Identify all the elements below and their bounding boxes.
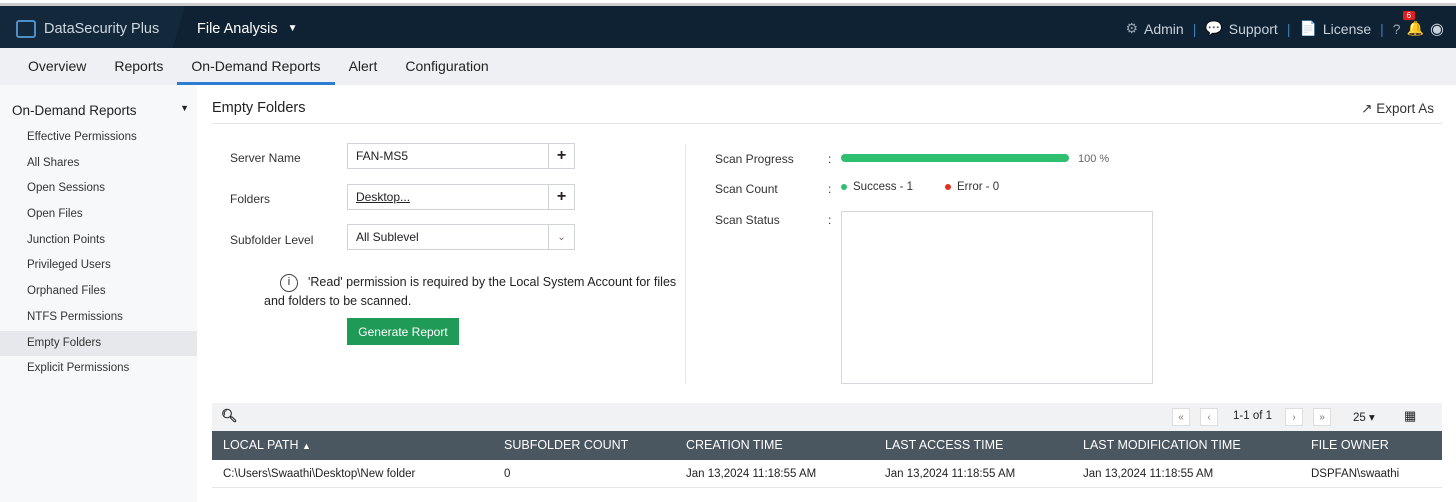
colon: :	[828, 182, 832, 196]
server-name-field[interactable]: FAN-MS5 +	[347, 143, 575, 169]
scan-count-label: Scan Count	[715, 182, 778, 196]
first-page-button[interactable]: «	[1172, 408, 1190, 426]
sidebar-item-effective-permissions[interactable]: Effective Permissions	[27, 131, 137, 143]
sidebar: On-Demand Reports ▼ Effective Permissions…	[0, 85, 197, 502]
sidebar-item-empty-folders[interactable]: Empty Folders	[0, 330, 197, 357]
add-server-plus-icon[interactable]: +	[548, 144, 574, 168]
col-last-modification-time[interactable]: LAST MODIFICATION TIME	[1083, 438, 1241, 452]
sidebar-item-open-files[interactable]: Open Files	[27, 208, 83, 221]
help-icon[interactable]: ?	[1392, 20, 1401, 37]
export-label: Export As	[1376, 101, 1434, 116]
generate-report-button[interactable]: Generate Report	[347, 318, 459, 345]
admin-link[interactable]: Admin	[1144, 20, 1184, 37]
subfolder-level-label: Subfolder Level	[230, 233, 314, 247]
col-file-owner[interactable]: FILE OWNER	[1311, 438, 1389, 452]
success-dot-icon	[841, 184, 847, 190]
top-bar: DataSecurity Plus File Analysis ▼ ⚙ Admin |…	[0, 3, 1456, 51]
tab-configuration[interactable]: Configuration	[405, 58, 489, 74]
cell-subfolder-count: 0	[504, 468, 511, 480]
add-folder-plus-icon[interactable]: +	[548, 185, 574, 209]
server-name-label: Server Name	[230, 151, 301, 165]
scan-progress-label: Scan Progress	[715, 152, 794, 166]
subfolder-level-select[interactable]: All Sublevel ⌄	[347, 224, 575, 250]
server-name-value: FAN-MS5	[356, 149, 409, 163]
page-title: Empty Folders	[212, 100, 306, 116]
col-creation-time[interactable]: CREATION TIME	[686, 438, 783, 452]
pagination-text: 1-1 of 1	[1233, 410, 1272, 422]
permission-note: i 'Read' permission is required by the Lo…	[264, 273, 684, 310]
module-selector[interactable]: File Analysis ▼	[197, 6, 298, 51]
notification-bell-icon[interactable]: 🔔 6	[1402, 11, 1424, 37]
sidebar-item-orphaned-files[interactable]: Orphaned Files	[27, 285, 106, 298]
scan-status-label: Scan Status	[715, 213, 780, 227]
support-link[interactable]: Support	[1228, 20, 1278, 37]
page-size-select[interactable]: 25 ▾	[1353, 412, 1375, 424]
cell-creation-time: Jan 13,2024 11:18:55 AM	[686, 468, 817, 480]
caret-down-icon: ▼	[287, 23, 298, 34]
admin-gear-icon: ⚙	[1125, 20, 1138, 36]
scan-error-count: Error - 0	[945, 181, 999, 193]
table-toolbar: 🔍︎ « ‹ 1-1 of 1 › » 25 ▾ ▦	[212, 403, 1442, 431]
logo-icon	[16, 19, 36, 38]
colon: :	[828, 213, 832, 227]
table-header: LOCAL PATH ▲ SUBFOLDER COUNT CREATION TI…	[212, 431, 1442, 460]
cell-last-access-time: Jan 13,2024 11:18:55 AM	[885, 468, 1016, 480]
success-text: Success - 1	[853, 181, 914, 193]
col-label: LOCAL PATH	[223, 438, 299, 452]
module-name: File Analysis	[197, 20, 278, 37]
sidebar-item-explicit-permissions[interactable]: Explicit Permissions	[27, 362, 130, 375]
scan-status-box	[841, 211, 1153, 384]
next-page-button[interactable]: ›	[1285, 408, 1303, 426]
folders-value[interactable]: Desktop...	[356, 190, 411, 204]
folders-field[interactable]: Desktop... +	[347, 184, 575, 210]
sidebar-heading[interactable]: On-Demand Reports ▼	[0, 85, 197, 125]
subfolder-level-value: All Sublevel	[356, 230, 419, 244]
error-dot-icon	[945, 184, 951, 190]
info-icon: i	[280, 273, 298, 292]
sidebar-heading-label: On-Demand Reports	[12, 103, 137, 118]
sort-asc-icon: ▲	[301, 441, 311, 451]
error-text: Error - 0	[957, 181, 1000, 193]
notification-badge: 6	[1402, 11, 1416, 20]
tab-overview[interactable]: Overview	[28, 58, 87, 74]
sidebar-item-ntfs-permissions[interactable]: NTFS Permissions	[27, 310, 123, 323]
col-last-access-time[interactable]: LAST ACCESS TIME	[885, 438, 1004, 452]
support-chat-icon: 💬	[1205, 20, 1223, 36]
user-avatar-icon[interactable]: ◉	[1430, 20, 1444, 38]
table-row: C:\Users\Swaathi\Desktop\New folder 0 Ja…	[212, 460, 1442, 488]
folders-label: Folders	[230, 192, 271, 206]
cell-local-path: C:\Users\Swaathi\Desktop\New folder	[223, 468, 416, 480]
tab-on-demand-reports[interactable]: On-Demand Reports	[177, 48, 335, 85]
tab-reports[interactable]: Reports	[114, 58, 164, 74]
sidebar-item-open-sessions[interactable]: Open Sessions	[27, 182, 105, 195]
scan-progress-bar	[841, 154, 1069, 162]
main-nav: Overview Reports On-Demand Reports Alert…	[0, 48, 1456, 85]
sidebar-item-all-shares[interactable]: All Shares	[27, 156, 80, 169]
colon: :	[828, 152, 832, 166]
permission-note-text: 'Read' permission is required by the Loc…	[264, 275, 677, 308]
tab-alert[interactable]: Alert	[348, 58, 378, 74]
sidebar-item-privileged-users[interactable]: Privileged Users	[27, 259, 111, 272]
cell-file-owner: DSPFAN\swaathi	[1311, 468, 1400, 480]
chevron-down-icon: ⌄	[548, 225, 574, 249]
product-logo[interactable]: DataSecurity Plus	[0, 6, 185, 51]
export-button[interactable]: ↗ Export As	[1361, 101, 1434, 117]
scan-progress-text: 100 %	[1078, 153, 1110, 165]
search-icon[interactable]: 🔍︎	[221, 408, 238, 423]
caret-down-icon: ▼	[180, 103, 189, 113]
col-subfolder-count[interactable]: SUBFOLDER COUNT	[504, 438, 629, 452]
sidebar-item-junction-points[interactable]: Junction Points	[27, 233, 105, 246]
col-local-path[interactable]: LOCAL PATH ▲	[223, 431, 311, 461]
column-chooser-icon[interactable]: ▦	[1404, 408, 1417, 423]
license-icon: 📄	[1299, 20, 1317, 36]
scan-success-count: Success - 1	[841, 181, 913, 193]
cell-last-modification-time: Jan 13,2024 11:18:55 AM	[1083, 468, 1214, 480]
export-icon: ↗	[1361, 101, 1377, 116]
page-size-value: 25	[1353, 412, 1366, 424]
last-page-button[interactable]: »	[1313, 408, 1331, 426]
prev-page-button[interactable]: ‹	[1200, 408, 1218, 426]
product-name: DataSecurity Plus	[44, 20, 160, 37]
license-link[interactable]: License	[1322, 20, 1372, 37]
scan-progress-fill	[841, 154, 1069, 162]
